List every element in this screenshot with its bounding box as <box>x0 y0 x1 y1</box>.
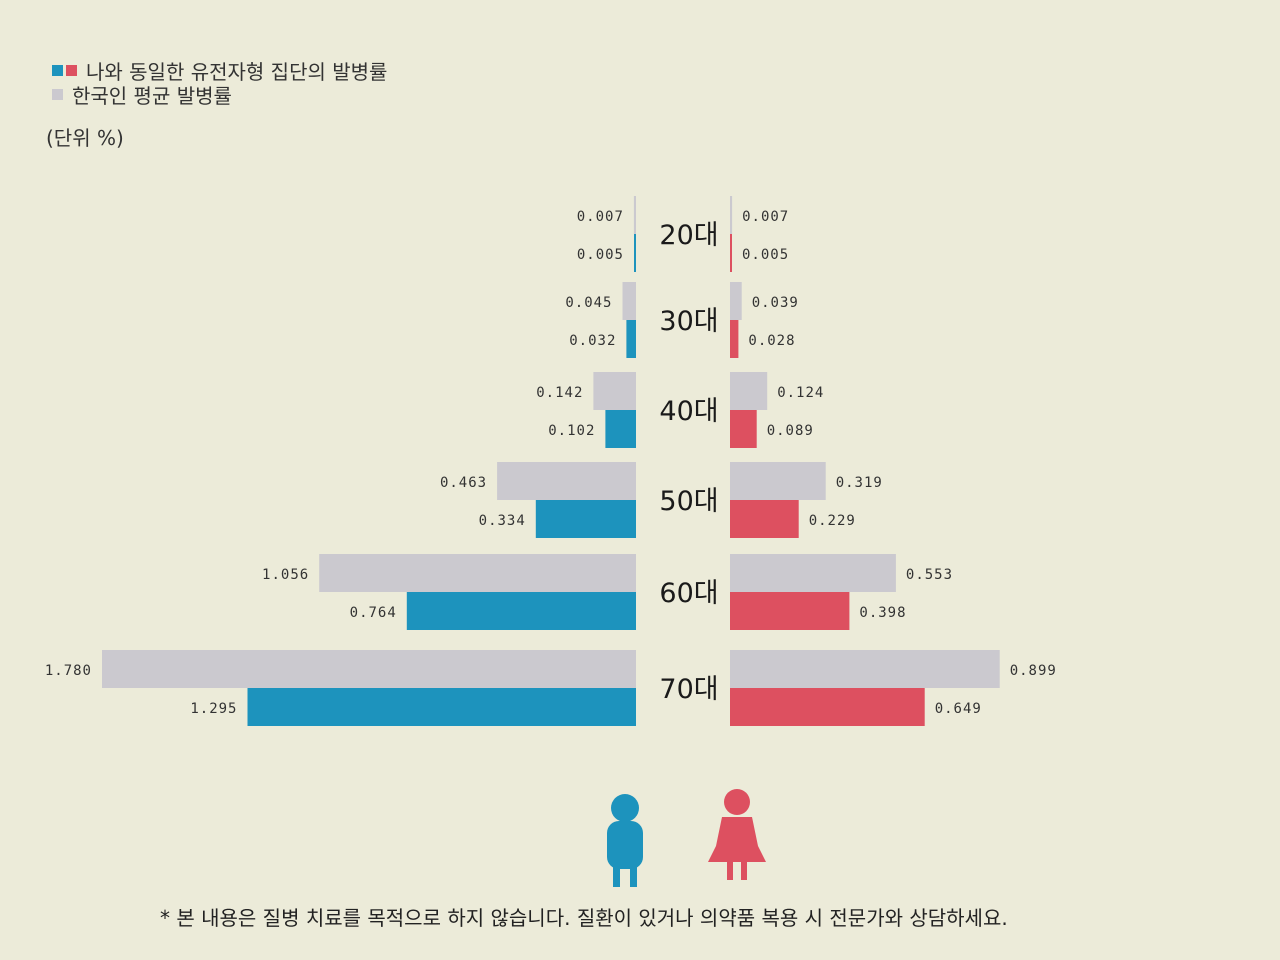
average-swatch <box>52 88 63 100</box>
right-average-value-label: 0.899 <box>1010 663 1057 679</box>
female-group-swatch <box>66 64 77 76</box>
left-group-bar <box>605 410 636 448</box>
left-average-value-label: 0.007 <box>577 209 624 225</box>
left-group-value-label: 0.005 <box>577 247 624 263</box>
left-average-value-label: 0.045 <box>565 295 612 311</box>
right-group-bar <box>730 410 757 448</box>
right-group-value-label: 0.649 <box>935 701 982 717</box>
left-group-bar <box>626 320 636 358</box>
right-average-bar <box>730 554 896 592</box>
left-group-bar <box>535 500 636 538</box>
right-average-value-label: 0.007 <box>742 209 789 225</box>
age-group-label: 70대 <box>659 674 718 705</box>
right-group-bar <box>730 234 732 272</box>
legend-item-average: 한국인 평균 발병률 <box>52 82 387 108</box>
left-average-bar <box>622 282 636 320</box>
left-average-value-label: 0.463 <box>440 475 487 491</box>
left-group-value-label: 1.295 <box>190 701 237 717</box>
legend-average-label: 한국인 평균 발병률 <box>72 83 232 108</box>
right-group-bar <box>730 320 739 358</box>
legend-group-label: 나와 동일한 유전자형 집단의 발병률 <box>86 59 388 84</box>
right-group-value-label: 0.229 <box>809 513 856 529</box>
right-group-value-label: 0.089 <box>767 423 814 439</box>
age-group-label: 40대 <box>659 396 718 427</box>
right-average-value-label: 0.124 <box>777 385 824 401</box>
right-average-bar <box>730 372 768 410</box>
right-group-bar <box>730 592 850 630</box>
left-group-value-label: 0.102 <box>548 423 595 439</box>
female-person-icon <box>708 789 766 880</box>
footnote: * 본 내용은 질병 치료를 목적으로 하지 않습니다. 질환이 있거나 의약품… <box>160 906 1008 930</box>
left-average-bar <box>102 650 636 688</box>
left-average-bar <box>633 196 636 234</box>
age-group-label: 60대 <box>659 578 718 609</box>
male-person-icon <box>607 794 643 887</box>
age-group-label: 20대 <box>659 220 718 251</box>
right-average-value-label: 0.319 <box>836 475 883 491</box>
age-group-label: 50대 <box>659 486 718 517</box>
right-group-bar <box>730 688 925 726</box>
left-group-value-label: 0.334 <box>479 513 526 529</box>
age-group-label: 30대 <box>659 306 718 337</box>
left-group-value-label: 0.764 <box>350 605 397 621</box>
left-average-value-label: 1.056 <box>262 567 309 583</box>
legend: 나와 동일한 유전자형 집단의 발병률 한국인 평균 발병률 <box>52 58 388 108</box>
right-average-value-label: 0.553 <box>906 567 953 583</box>
right-average-bar <box>730 462 826 500</box>
right-group-value-label: 0.005 <box>742 247 789 263</box>
left-average-bar <box>497 462 636 500</box>
left-average-value-label: 0.142 <box>536 385 583 401</box>
right-average-bar <box>730 196 733 234</box>
left-average-bar <box>319 554 636 592</box>
right-group-value-label: 0.028 <box>748 333 795 349</box>
right-group-bar <box>730 500 799 538</box>
right-average-bar <box>730 650 1000 688</box>
unit-label: (단위 %) <box>46 126 124 150</box>
left-average-bar <box>593 372 636 410</box>
left-group-bar <box>406 592 636 630</box>
right-group-value-label: 0.398 <box>859 605 906 621</box>
left-group-bar <box>634 234 636 272</box>
right-average-bar <box>730 282 742 320</box>
legend-item-group: 나와 동일한 유전자형 집단의 발병률 <box>52 58 388 84</box>
left-group-bar <box>247 688 636 726</box>
left-group-value-label: 0.032 <box>569 333 616 349</box>
left-average-value-label: 1.780 <box>45 663 92 679</box>
male-group-swatch <box>52 64 63 76</box>
right-average-value-label: 0.039 <box>752 295 799 311</box>
